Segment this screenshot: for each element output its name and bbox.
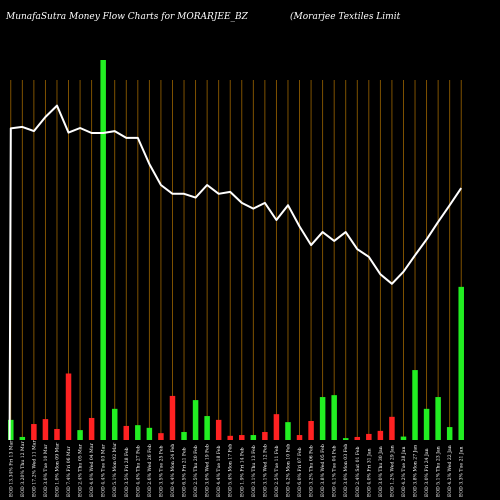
date-label: EOD 4.0% Fri 31 Jan <box>366 448 372 497</box>
flow-bar <box>158 433 164 440</box>
flow-bar <box>331 395 337 440</box>
flow-bar <box>65 373 72 440</box>
date-label: EOD 3.20% Thu 12 Mar <box>20 440 26 497</box>
flow-bar <box>42 419 49 440</box>
date-label: EOD 1.0% Mon 09 Mar <box>54 442 60 497</box>
flow-bar <box>273 414 280 440</box>
flow-bar <box>285 422 291 440</box>
date-label: EOD 17.2% Wed 11 Mar <box>31 439 37 497</box>
flow-bar <box>77 430 83 440</box>
flow-bar <box>8 419 14 440</box>
flow-bar <box>412 370 418 440</box>
flow-bar <box>54 428 60 440</box>
flow-bar <box>169 395 176 440</box>
date-label: EOD 4.4% Tue 18 Feb <box>216 445 222 497</box>
flow-bar <box>354 436 361 440</box>
flow-line-layer <box>8 104 463 441</box>
date-labels: EOD 13.34% Fri 13 Mar EOD 3.20% Thu 12 Ma… <box>8 439 464 497</box>
date-label: EOD 1.9% Fri 14 Feb <box>239 447 245 497</box>
chart-subtitle: (Morarjee Textiles Limit <box>290 11 401 22</box>
date-label: EOD 3.0% Fri 24 Jan <box>424 448 430 497</box>
flow-bar <box>100 60 106 440</box>
flow-bar <box>423 408 430 440</box>
flow-bar <box>308 421 314 440</box>
date-label: EOD 2.6% Wed 26 Feb <box>147 444 153 497</box>
chart-title: MunafaSutra Money Flow Charts for MORARJ… <box>5 12 249 22</box>
date-label: EOD 3.1% Wed 12 Feb <box>262 444 268 497</box>
date-label: EOD 2.5% Tue 11 Feb <box>274 445 280 497</box>
date-label: EOD 1.2% Wed 29 Jan <box>389 445 395 497</box>
date-label: EOD 3.1% Thu 13 Feb <box>251 445 257 497</box>
date-label: EOD 2.5% Thu 20 Feb <box>193 445 199 497</box>
flow-bar <box>446 427 453 440</box>
flow-bar <box>250 435 257 440</box>
date-label: EOD 3.2% Thu 06 Feb <box>309 445 315 497</box>
flow-bar <box>204 416 210 440</box>
date-label: EOD 4.4% Mon 24 Feb <box>170 444 176 497</box>
flow-bar <box>135 425 141 440</box>
date-label: EOD 4.2% Tue 28 Jan <box>401 447 407 497</box>
flow-bar <box>181 432 187 440</box>
date-label: EOD 3.5% Fri 28 Feb <box>124 447 130 497</box>
date-label: EOD 3.5% Tue 25 Feb <box>158 445 164 497</box>
flow-bar <box>435 397 441 440</box>
date-label: EOD 3.0% Mon 03 Feb <box>343 444 349 497</box>
date-label: EOD 7.4% Fri 06 Mar <box>66 446 72 497</box>
flow-bar <box>458 286 464 440</box>
date-label: EOD 2.4% Sat 01 Feb <box>355 446 361 497</box>
flow-bar <box>31 424 37 440</box>
date-label: EOD 2.4% Thu 05 Mar <box>78 443 84 497</box>
date-label: EOD 5.1% Mon 02 Mar <box>112 442 118 497</box>
date-label: EOD 3.8% Mon 27 Jan <box>413 445 419 497</box>
flow-bar <box>123 425 130 440</box>
flow-bar <box>342 438 349 440</box>
flow-bar <box>400 436 407 440</box>
date-label: EOD 5.4% Mon 17 Feb <box>228 444 234 497</box>
flow-bar <box>146 427 153 440</box>
flow-bar <box>296 435 303 440</box>
flow-bar <box>262 432 268 440</box>
date-label: EOD 4.4% Thu 27 Feb <box>135 445 141 497</box>
flow-bar <box>19 436 26 440</box>
date-label: EOD 3.0% Tue 10 Mar <box>43 444 49 497</box>
date-label: EOD 3.8% Wed 05 Feb <box>320 444 326 497</box>
date-label: EOD 4.4% Tue 03 Mar <box>101 444 107 497</box>
date-label: EOD 4.2% Mon 10 Feb <box>285 444 291 497</box>
date-label: EOD 3.3% Tue 21 Jan <box>459 447 465 497</box>
flow-bar <box>239 435 245 440</box>
date-label: EOD 6.5% Fri 21 Feb <box>182 447 188 497</box>
date-label: EOD 4.0% Wed 04 Mar <box>89 442 95 497</box>
flow-bar <box>192 400 199 440</box>
flow-line <box>8 104 463 441</box>
flow-bar <box>377 430 384 440</box>
flow-bar <box>319 397 326 440</box>
date-label: EOD 13.34% Fri 13 Mar <box>8 440 14 497</box>
date-label: EOD 4.2% Wed 22 Jan <box>447 445 453 497</box>
flow-bar <box>111 408 118 440</box>
flow-bar <box>389 416 395 440</box>
money-flow-bars <box>8 60 464 440</box>
date-label: EOD 3.0% Wed 19 Feb <box>205 444 211 497</box>
date-label: EOD 4.1% Tue 04 Feb <box>332 445 338 497</box>
flow-bar <box>366 433 372 440</box>
flow-bar <box>88 417 95 440</box>
date-label: EOD 5.1% Thu 23 Jan <box>436 446 442 497</box>
date-label: EOD 3.0% Thu 30 Jan <box>378 446 384 497</box>
date-label: EOD 6.0% Fri 07 Feb <box>297 447 303 497</box>
flow-bar <box>227 435 233 440</box>
flow-bar <box>215 419 222 440</box>
